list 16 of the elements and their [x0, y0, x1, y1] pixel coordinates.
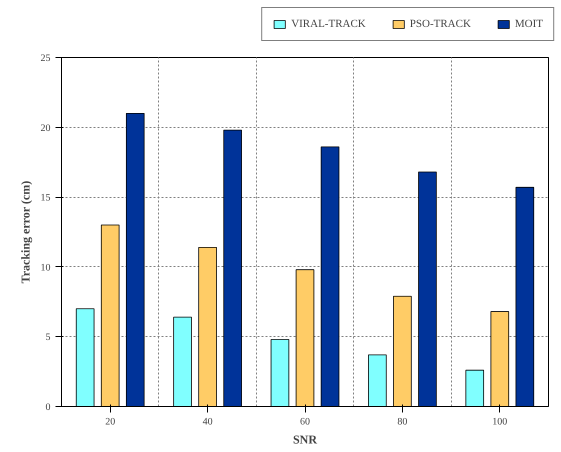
y-tick-label: 25 — [40, 53, 50, 64]
x-tick-label: 20 — [105, 416, 116, 428]
legend-label: VIRAL-TRACK — [291, 18, 366, 30]
y-tick-label: 0 — [46, 402, 50, 413]
y-tick-label: 5 — [46, 332, 50, 344]
x-tick-label: 60 — [300, 416, 310, 428]
x-tick-label: 100 — [492, 416, 508, 428]
y-tick-label: 20 — [40, 122, 50, 134]
x-tick-label: 80 — [397, 416, 408, 428]
y-tick-label: 10 — [40, 262, 50, 274]
x-axis-title: SNR — [292, 432, 318, 446]
y-axis-title: Tracking error (cm) — [18, 180, 32, 284]
x-tick-label: 40 — [202, 416, 213, 428]
legend-label: PSO-TRACK — [410, 18, 471, 30]
y-tick-label: 15 — [40, 192, 50, 204]
legend-label: MOIT — [514, 18, 543, 30]
